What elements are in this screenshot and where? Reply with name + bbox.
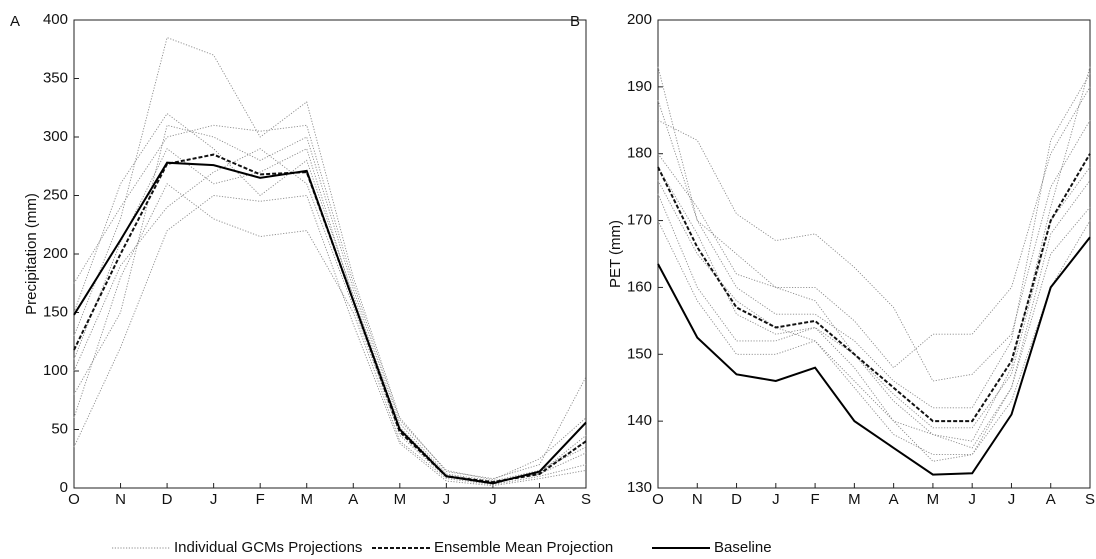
y-tick-label: 350 xyxy=(43,69,68,86)
plot-frame xyxy=(73,19,587,489)
y-tick-label: 250 xyxy=(43,186,68,203)
y-tick-label: 300 xyxy=(43,128,68,145)
x-tick-label: F xyxy=(811,491,820,508)
panel-label: A xyxy=(10,13,20,30)
series-line xyxy=(657,180,1091,462)
series-line xyxy=(73,37,587,480)
x-tick-label: M xyxy=(300,491,313,508)
y-tick-label: 150 xyxy=(43,303,68,320)
x-tick-label: J xyxy=(443,491,451,508)
series-line xyxy=(73,124,587,481)
series-line xyxy=(73,148,587,483)
series-line xyxy=(73,161,587,485)
x-tick-label: A xyxy=(1046,491,1056,508)
x-tick-label: M xyxy=(848,491,861,508)
x-tick-label: A xyxy=(889,491,899,508)
x-tick-label: O xyxy=(652,491,664,508)
y-tick-label: 140 xyxy=(627,412,652,429)
series-line xyxy=(73,183,587,485)
x-tick-label: J xyxy=(772,491,780,508)
x-tick-label: J xyxy=(489,491,497,508)
x-tick-label: D xyxy=(731,491,742,508)
y-tick-label: 190 xyxy=(627,78,652,95)
x-tick-label: S xyxy=(581,491,591,508)
x-tick-label: O xyxy=(68,491,80,508)
series-line xyxy=(73,148,587,483)
y-tick-label: 200 xyxy=(43,245,68,262)
y-tick-label: 160 xyxy=(627,278,652,295)
series-line xyxy=(657,73,1091,409)
y-tick-label: 100 xyxy=(43,362,68,379)
x-tick-label: M xyxy=(394,491,407,508)
y-tick-label: 400 xyxy=(43,11,68,28)
y-tick-label: 130 xyxy=(627,479,652,496)
x-tick-label: J xyxy=(210,491,218,508)
y-tick-label: 0 xyxy=(60,479,68,496)
legend-label: Baseline xyxy=(714,539,772,556)
series-line xyxy=(73,112,587,484)
x-tick-label: S xyxy=(1085,491,1095,508)
x-tick-label: N xyxy=(692,491,703,508)
legend-label: Ensemble Mean Projection xyxy=(434,539,613,556)
y-tick-label: 50 xyxy=(51,420,68,437)
plot-frame xyxy=(657,19,1091,489)
x-tick-label: N xyxy=(115,491,126,508)
y-tick-label: 150 xyxy=(627,345,652,362)
x-tick-label: F xyxy=(256,491,265,508)
series-line xyxy=(657,66,1091,442)
x-tick-label: A xyxy=(534,491,544,508)
series-line xyxy=(657,153,1091,423)
y-tick-label: 170 xyxy=(627,212,652,229)
x-tick-label: D xyxy=(162,491,173,508)
x-tick-label: J xyxy=(1008,491,1016,508)
y-tick-label: 200 xyxy=(627,11,652,28)
y-tick-label: 180 xyxy=(627,145,652,162)
series-line xyxy=(73,153,587,484)
y-axis-label: Precipitation (mm) xyxy=(23,193,40,315)
series-line xyxy=(657,180,1091,449)
x-tick-label: J xyxy=(968,491,976,508)
series-line xyxy=(657,236,1091,476)
x-tick-label: A xyxy=(348,491,358,508)
series-line xyxy=(657,86,1091,369)
series-line xyxy=(657,119,1091,382)
y-axis-label: PET (mm) xyxy=(607,220,624,288)
series-line xyxy=(73,124,587,482)
legend-label: Individual GCMs Projections xyxy=(174,539,362,556)
x-tick-label: M xyxy=(927,491,940,508)
series-line xyxy=(657,220,1091,456)
panel-label: B xyxy=(570,13,580,30)
series-line xyxy=(657,166,1091,429)
